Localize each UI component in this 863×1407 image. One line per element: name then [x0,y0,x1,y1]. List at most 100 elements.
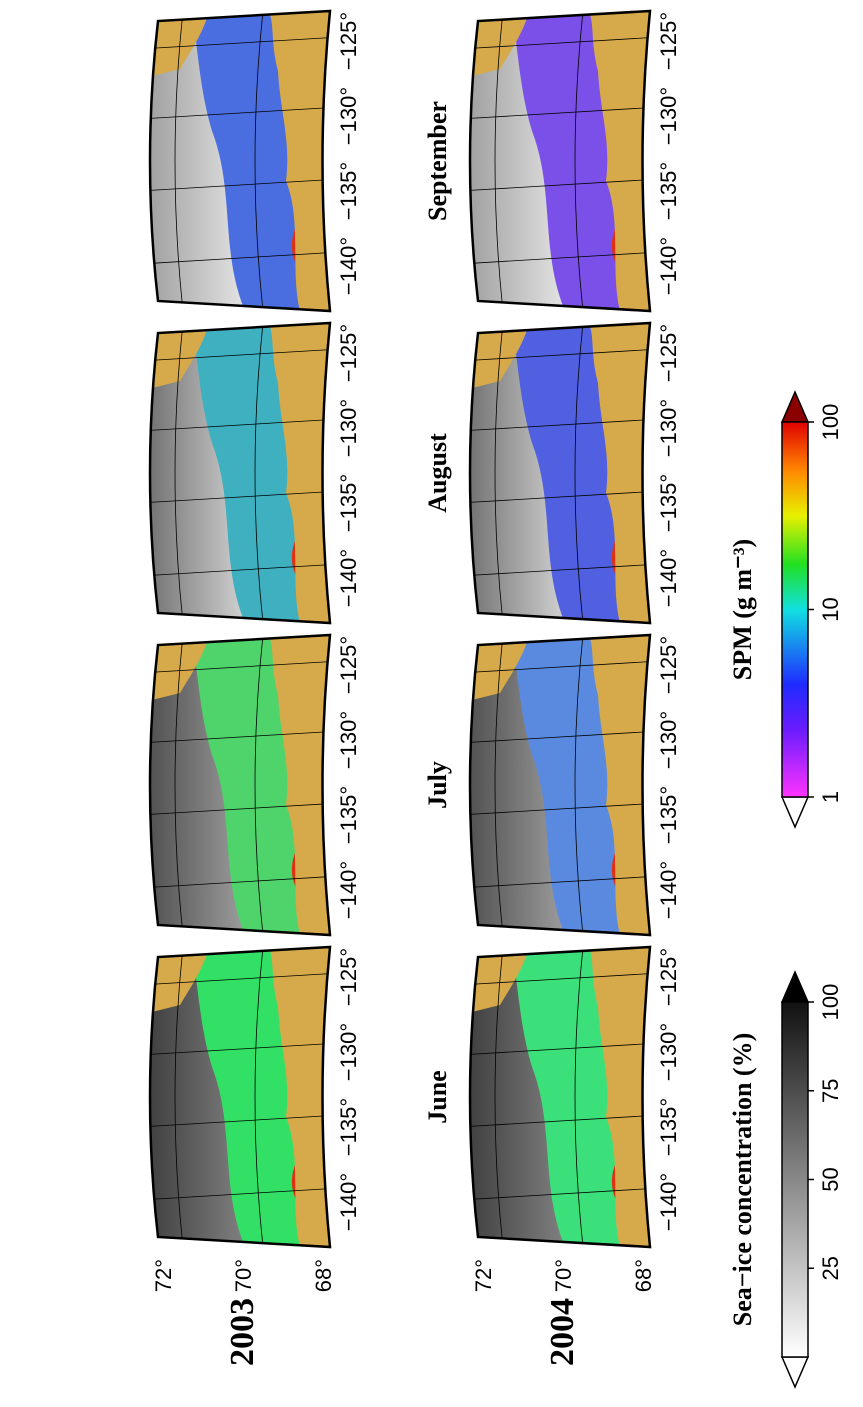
map-panel: −140° −135° −130° −125° [148,633,361,937]
colorbar-tick-label: 50 [818,1167,843,1191]
longitude-label: −140° [656,861,681,919]
latitude-label: 68° [631,1259,656,1292]
longitude-label: −125° [336,948,361,1006]
panel-border [468,633,652,937]
graticule [574,635,584,935]
map-content [470,11,650,311]
latitude-label: 72° [471,1259,496,1292]
longitude-label: −130° [336,1023,361,1081]
graticule [254,323,264,623]
panel-border [148,945,332,1249]
longitude-label: −135° [656,1098,681,1156]
graticule [150,418,330,432]
land [268,11,330,311]
graticule [470,730,650,744]
map-panel: −140° −135° −130° −125° [148,321,361,625]
graticule [470,563,650,577]
graticule [470,875,650,889]
month-label: July [423,761,452,809]
graticule [174,11,184,311]
graticule [470,418,650,432]
graticule [150,802,330,816]
water-spm [512,323,625,623]
water-spm [512,11,625,311]
water-spm [192,635,305,935]
longitude-label: −130° [336,711,361,769]
longitude-label: −140° [336,1173,361,1231]
colorbar-tick-label: 1 [818,791,843,803]
graticule [470,348,650,362]
graticule [470,1042,650,1056]
graticule [574,11,584,311]
map-content [150,323,330,623]
graticule [494,635,504,935]
panel-border [468,945,652,1249]
longitude-label: −135° [656,474,681,532]
graticule [494,11,504,311]
graticule [150,251,330,265]
map-content [150,635,330,935]
colorbar-tick-label: 25 [818,1256,843,1280]
year-label: 2003 [224,1298,261,1366]
graticule [150,348,330,362]
colorbar-tick-label: 75 [818,1079,843,1103]
graticule [150,1187,330,1201]
colorbar [781,421,809,798]
panel-border [468,9,652,313]
longitude-label: −125° [336,636,361,694]
land [588,635,650,935]
map-content [150,11,330,311]
map-content [470,323,650,623]
longitude-label: −125° [336,12,361,70]
graticule [494,947,504,1247]
graticule [470,1114,650,1128]
graticule [174,947,184,1247]
land [268,323,330,623]
longitude-label: −140° [656,237,681,295]
graticule [470,802,650,816]
graticule [174,323,184,623]
month-label: June [423,1070,452,1123]
colorbar-low [780,1356,810,1389]
colorbar-tick-label: 100 [818,404,843,441]
map-panel: −140° −135° −130° −125° [148,9,361,313]
longitude-label: −125° [656,324,681,382]
colorbar [781,1001,809,1358]
graticule [574,947,584,1247]
colorbar-high [780,390,810,423]
map-panel: −140° −135° −130° −125° [148,945,361,1249]
longitude-label: −125° [656,948,681,1006]
graticule [254,11,264,311]
water-spm [192,323,305,623]
map-panel: −140° −135° −130° −125° [468,633,681,937]
map-content [150,947,330,1247]
graticule [150,106,330,120]
graticule [150,730,330,744]
map-content [470,635,650,935]
colorbar-title: Sea−ice concentration (%) [728,1033,757,1327]
latitude-label: 68° [311,1259,336,1292]
longitude-label: −140° [336,861,361,919]
latitude-label: 70° [231,1259,256,1292]
longitude-label: −130° [656,1023,681,1081]
latitude-label: 70° [551,1259,576,1292]
water-spm [192,947,305,1247]
map-panel: −140° −135° −130° −125° [468,9,681,313]
longitude-label: −130° [656,399,681,457]
colorbar-title: SPM (g m⁻³) [728,539,757,680]
longitude-label: −140° [656,549,681,607]
longitude-label: −135° [336,786,361,844]
longitude-label: −140° [656,1173,681,1231]
land [588,947,650,1247]
graticule [470,251,650,265]
longitude-label: −125° [656,636,681,694]
longitude-label: −135° [656,786,681,844]
longitude-label: −130° [656,711,681,769]
graticule [150,1114,330,1128]
panel-border [148,633,332,937]
graticule [150,1042,330,1056]
colorbar-tick-label: 100 [818,984,843,1021]
graticule [470,972,650,986]
longitude-label: −130° [336,87,361,145]
